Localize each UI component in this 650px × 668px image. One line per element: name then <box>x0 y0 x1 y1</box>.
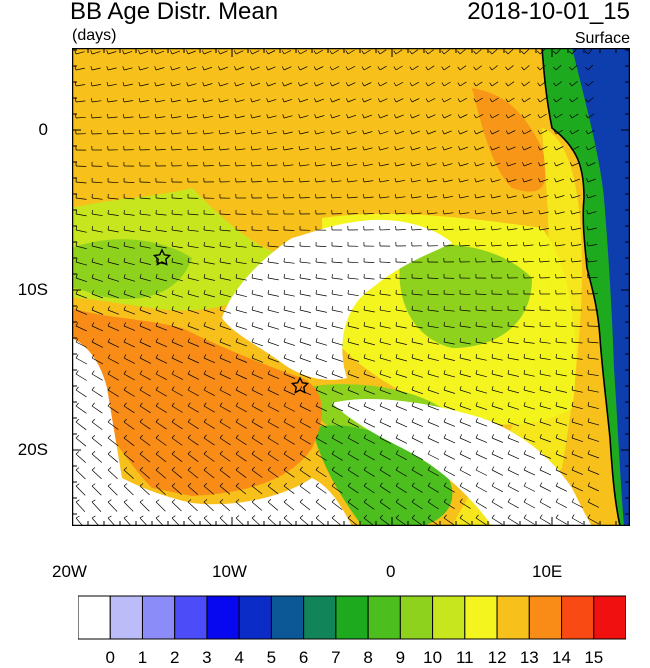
colorbar-swatch <box>497 596 529 639</box>
colorbar-label: 8 <box>353 648 383 668</box>
wind-barb <box>556 354 557 358</box>
colorbar-swatch <box>271 596 303 639</box>
wind-barb <box>124 130 125 134</box>
wind-barb <box>508 338 509 342</box>
colorbar-swatch <box>207 596 239 639</box>
wind-barb <box>300 274 301 278</box>
map-title: BB Age Distr. Mean <box>70 0 278 26</box>
colorbar-label: 2 <box>160 648 190 668</box>
wind-barb <box>236 162 237 166</box>
wind-vector <box>524 310 534 311</box>
wind-vector <box>428 278 438 279</box>
wind-barb <box>108 210 109 214</box>
wind-barb <box>316 194 317 198</box>
colorbar-label: 7 <box>321 648 351 668</box>
wind-vector <box>476 294 486 295</box>
colorbar-swatch <box>142 596 174 639</box>
wind-barb <box>348 290 349 294</box>
wind-barb <box>332 194 333 198</box>
wind-vector <box>76 166 86 167</box>
colorbar-swatch <box>78 596 110 639</box>
wind-vector <box>444 246 454 247</box>
wind-barb <box>156 226 157 230</box>
wind-vector <box>300 198 310 199</box>
wind-barb <box>268 178 269 182</box>
wind-barb <box>412 306 413 310</box>
colorbar-label: 4 <box>224 648 254 668</box>
colorbar-label: 14 <box>547 648 577 668</box>
colorbar-swatch <box>304 596 336 639</box>
colorbar-label: 11 <box>450 648 480 668</box>
lon-label-10w: 10W <box>212 562 247 582</box>
wind-barb <box>460 242 461 246</box>
colorbar-label: 0 <box>95 648 125 668</box>
colorbar-label: 6 <box>289 648 319 668</box>
wind-barb <box>412 226 413 230</box>
wind-vector <box>348 214 358 215</box>
colorbar-label: 3 <box>192 648 222 668</box>
lon-label-10e: 10E <box>532 562 562 582</box>
wind-barb <box>204 242 205 246</box>
wind-barb <box>76 114 77 118</box>
wind-barb <box>268 258 269 262</box>
lat-label-20s: 20S <box>18 440 48 460</box>
wind-barb <box>252 258 253 262</box>
wind-barb <box>172 146 173 150</box>
wind-barb <box>524 258 525 262</box>
lon-label-0: 0 <box>386 562 395 582</box>
colorbar-swatch <box>400 596 432 639</box>
wind-vector <box>492 262 502 263</box>
colorbar-swatch <box>594 596 626 639</box>
colorbar-label: 13 <box>514 648 544 668</box>
colorbar-label: 1 <box>128 648 158 668</box>
wind-vector <box>380 262 390 263</box>
wind-barb <box>572 274 573 278</box>
wind-vector <box>252 182 262 183</box>
wind-barb <box>396 306 397 310</box>
wind-barb <box>220 162 221 166</box>
lat-label-0: 0 <box>39 120 48 140</box>
colorbar-swatch <box>529 596 561 639</box>
wind-barb <box>428 226 429 230</box>
colorbar-swatch <box>562 596 594 639</box>
wind-barb <box>316 274 317 278</box>
lat-label-10s: 10S <box>18 280 48 300</box>
colorbar-swatch <box>239 596 271 639</box>
wind-barb <box>492 338 493 342</box>
lon-label-20w: 20W <box>52 562 87 582</box>
colorbar-label: 9 <box>385 648 415 668</box>
wind-barb <box>284 178 285 182</box>
colorbar-swatch <box>110 596 142 639</box>
colorbar-label: 10 <box>418 648 448 668</box>
colorbar-swatch <box>175 596 207 639</box>
datetime-label: 2018-10-01_15 <box>467 0 630 26</box>
units-label: (days) <box>72 27 116 45</box>
wind-barb <box>364 210 365 214</box>
wind-barb <box>444 322 445 326</box>
wind-vector <box>284 230 294 231</box>
wind-vector <box>204 166 214 167</box>
wind-vector <box>332 246 342 247</box>
wind-barb <box>460 322 461 326</box>
age-map <box>72 48 630 526</box>
colorbar-swatch <box>368 596 400 639</box>
colorbar-swatch <box>336 596 368 639</box>
colorbar-label: 15 <box>579 648 609 668</box>
colorbar-label: 5 <box>256 648 286 668</box>
colorbar-label: 12 <box>482 648 512 668</box>
level-label: Surface <box>575 30 630 48</box>
wind-barb <box>380 210 381 214</box>
wind-barb <box>364 290 365 294</box>
colorbar <box>78 595 626 641</box>
colorbar-swatch <box>465 596 497 639</box>
wind-vector <box>396 230 406 231</box>
wind-barb <box>476 242 477 246</box>
colorbar-swatch <box>433 596 465 639</box>
